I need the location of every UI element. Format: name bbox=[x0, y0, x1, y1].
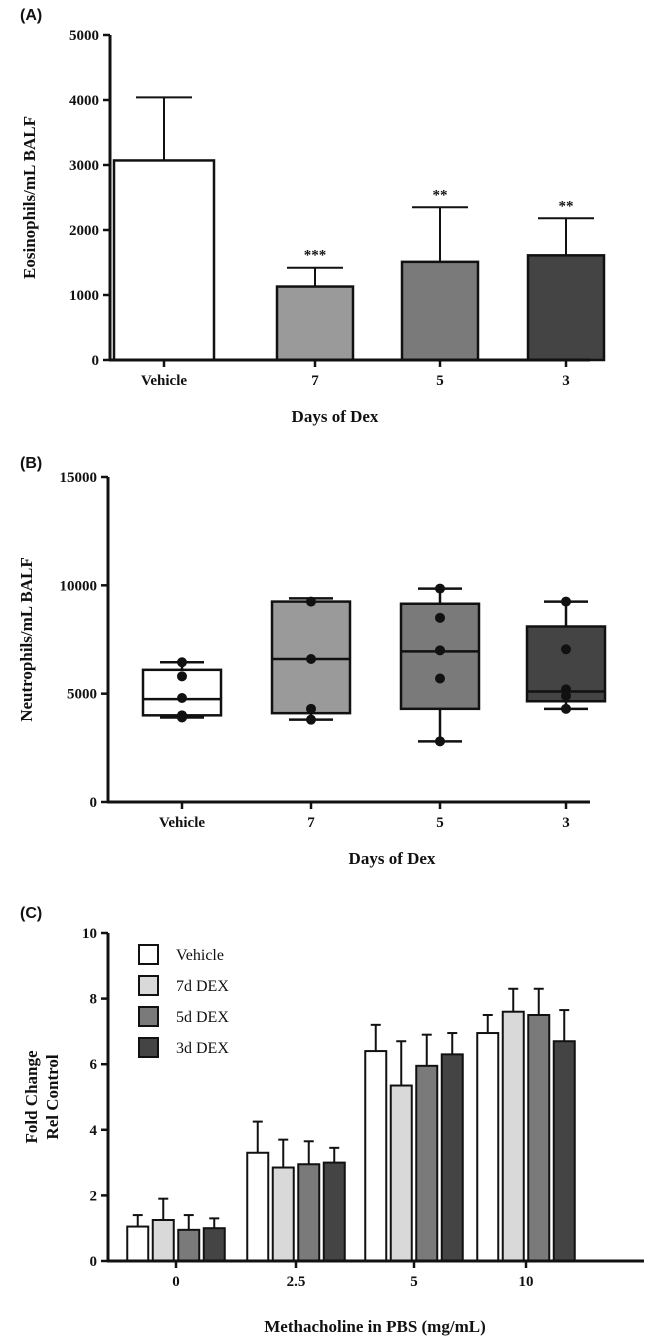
y-tick-label: 0 bbox=[92, 353, 100, 369]
data-point bbox=[561, 690, 571, 701]
legend-swatch bbox=[138, 944, 159, 965]
bar bbox=[440, 1053, 464, 1262]
data-point bbox=[561, 596, 571, 607]
data-point bbox=[561, 644, 571, 655]
data-point bbox=[435, 583, 445, 594]
legend-label: Vehicle bbox=[176, 947, 224, 964]
bar bbox=[526, 254, 606, 362]
bar bbox=[112, 159, 216, 362]
x-axis-title: Days of Dex bbox=[349, 849, 436, 868]
y-tick-label: 5000 bbox=[69, 28, 99, 44]
bar bbox=[177, 1228, 201, 1262]
x-tick-label: 2.5 bbox=[287, 1274, 306, 1290]
x-tick-label: 5 bbox=[436, 815, 444, 831]
data-point bbox=[177, 657, 187, 668]
bar bbox=[501, 1010, 525, 1262]
data-point bbox=[306, 714, 316, 725]
y-tick-label: 10 bbox=[82, 926, 97, 942]
legend-swatch bbox=[138, 1006, 159, 1027]
y-tick-label: 15000 bbox=[60, 470, 98, 486]
y-tick-label: 0 bbox=[90, 1254, 98, 1270]
x-tick-label: 0 bbox=[172, 1274, 180, 1290]
data-point bbox=[435, 645, 445, 656]
bar bbox=[389, 1084, 413, 1263]
data-point bbox=[435, 612, 445, 623]
x-tick-label: 5 bbox=[410, 1274, 418, 1290]
y-tick-label: 0 bbox=[90, 795, 98, 811]
significance-label: ** bbox=[559, 198, 574, 214]
bar bbox=[364, 1050, 388, 1262]
bar bbox=[400, 260, 480, 362]
data-point bbox=[435, 673, 445, 684]
legend-swatch bbox=[138, 975, 159, 996]
y-tick-label: 3000 bbox=[69, 158, 99, 174]
y-axis-title-line-1: Fold Change bbox=[22, 1050, 41, 1143]
x-tick-label: Vehicle bbox=[141, 373, 187, 389]
bar bbox=[202, 1227, 226, 1262]
data-point bbox=[306, 596, 316, 607]
bar bbox=[297, 1163, 321, 1262]
y-axis-title: Eosinophils/mL BALF bbox=[20, 116, 39, 279]
bar bbox=[476, 1032, 500, 1263]
y-tick-label: 10000 bbox=[60, 578, 98, 594]
bar bbox=[527, 1014, 551, 1262]
bar bbox=[126, 1225, 150, 1263]
bar bbox=[275, 285, 355, 362]
data-point bbox=[306, 654, 316, 664]
panel-label-a: (A) bbox=[20, 7, 42, 24]
y-tick-label: 2000 bbox=[69, 223, 99, 239]
data-point bbox=[435, 736, 445, 747]
significance-label: ** bbox=[433, 187, 448, 203]
y-tick-label: 6 bbox=[90, 1057, 98, 1073]
data-point bbox=[561, 703, 571, 714]
x-axis-title: Methacholine in PBS (mg/mL) bbox=[264, 1317, 485, 1336]
panel-label-c: (C) bbox=[20, 905, 42, 922]
bar bbox=[322, 1161, 346, 1262]
y-tick-label: 8 bbox=[90, 992, 98, 1008]
legend-label: 7d DEX bbox=[176, 978, 229, 995]
data-point bbox=[177, 693, 187, 703]
y-tick-label: 4 bbox=[90, 1123, 98, 1139]
bar bbox=[415, 1064, 439, 1262]
x-tick-label: 5 bbox=[436, 373, 444, 389]
data-point bbox=[177, 712, 187, 723]
y-axis-title: Neutrophils/mL BALF bbox=[17, 557, 36, 722]
x-tick-label: 7 bbox=[311, 373, 319, 389]
panel-label-b: (B) bbox=[20, 455, 42, 472]
x-tick-label: Vehicle bbox=[159, 815, 205, 831]
x-tick-label: 10 bbox=[519, 1274, 534, 1290]
y-tick-label: 5000 bbox=[67, 687, 97, 703]
x-tick-label: 3 bbox=[562, 373, 570, 389]
y-tick-label: 1000 bbox=[69, 288, 99, 304]
bar bbox=[552, 1040, 576, 1262]
bar bbox=[271, 1166, 295, 1263]
x-axis-title: Days of Dex bbox=[292, 407, 379, 426]
legend-swatch bbox=[138, 1037, 159, 1058]
legend-label: 5d DEX bbox=[176, 1009, 229, 1026]
data-point bbox=[177, 671, 187, 682]
x-tick-label: 3 bbox=[562, 815, 570, 831]
legend-label: 3d DEX bbox=[176, 1040, 229, 1057]
bar bbox=[151, 1219, 175, 1262]
bar bbox=[246, 1151, 270, 1263]
y-tick-label: 2 bbox=[90, 1188, 98, 1204]
y-tick-label: 4000 bbox=[69, 93, 99, 109]
y-axis-title-line-2: Rel Control bbox=[43, 1054, 62, 1139]
data-point bbox=[306, 703, 316, 714]
x-tick-label: 7 bbox=[307, 815, 315, 831]
significance-label: *** bbox=[304, 248, 327, 264]
